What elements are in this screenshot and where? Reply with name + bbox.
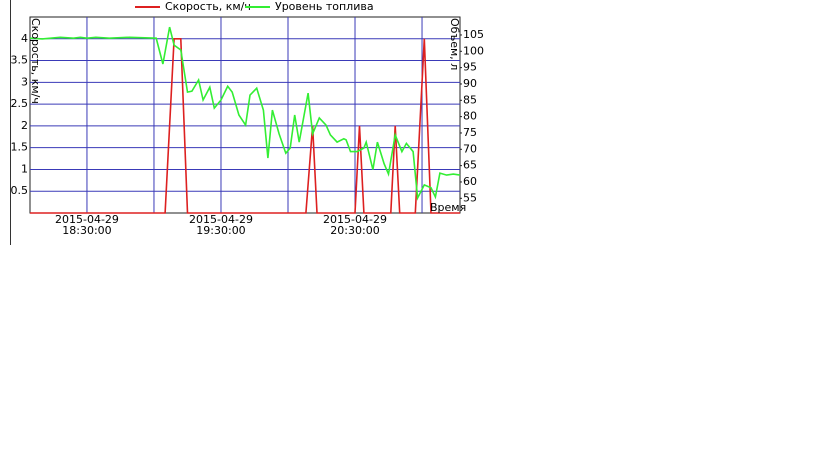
y2-tick-label: 80: [463, 110, 477, 123]
y-tick-label: 3.5: [11, 54, 29, 67]
y2-tick-label: 65: [463, 159, 477, 172]
series-line: [29, 26, 461, 201]
x-tick-label: 2015-04-29 18:30:00: [54, 213, 119, 237]
y2-axis-label: Объем, л: [448, 18, 461, 70]
y2-tick-label: 85: [463, 93, 477, 106]
y-tick-label: 1.5: [11, 141, 29, 154]
y-tick-label: 2: [21, 119, 28, 132]
plot-area: [29, 16, 461, 214]
y2-tick-label: 100: [463, 44, 484, 57]
y2-tick-label: 60: [463, 175, 477, 188]
legend-label: Уровень топлива: [275, 0, 374, 13]
y-axis-label: Скорость, км/ч: [29, 18, 42, 104]
x-axis-label: Время: [430, 201, 466, 214]
y-tick-label: 1: [21, 162, 28, 175]
y2-tick-label: 55: [463, 191, 477, 204]
x-tick-label: 2015-04-29 20:30:00: [323, 213, 387, 237]
y-tick-label: 4: [21, 32, 28, 45]
x-tick-label: 2015-04-29 19:30:00: [189, 213, 253, 237]
y2-tick-label: 70: [463, 142, 477, 155]
y2-tick-label: 105: [463, 28, 484, 41]
legend-label: Скорость, км/ч: [165, 0, 251, 13]
y-tick-label: 0.5: [11, 184, 29, 197]
y-tick-label: 3: [21, 75, 28, 88]
y-tick-label: 2.5: [11, 97, 29, 110]
y2-tick-label: 90: [463, 77, 477, 90]
y2-tick-label: 75: [463, 126, 477, 139]
y2-tick-label: 95: [463, 61, 477, 74]
